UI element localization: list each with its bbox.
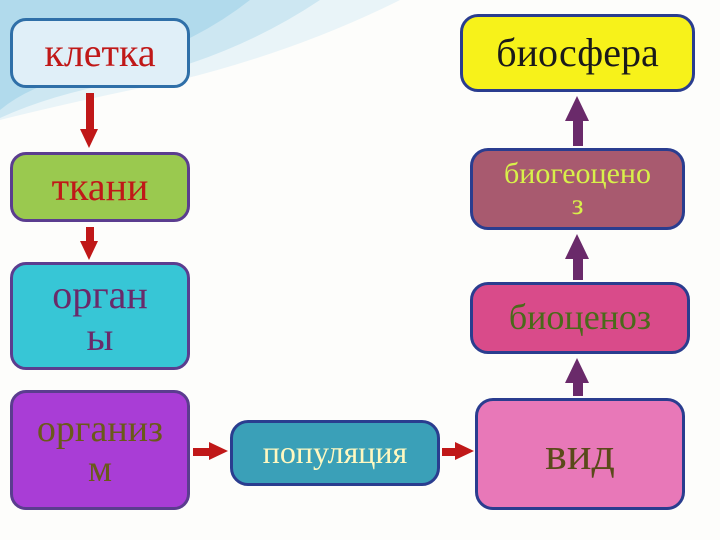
node-label: клетка <box>44 32 155 74</box>
node-label: популяция <box>263 436 408 470</box>
arrow-biocen-biogeo <box>570 234 586 280</box>
node-organs: орган ы <box>10 262 190 370</box>
node-tissues: ткани <box>10 152 190 222</box>
node-cell: клетка <box>10 18 190 88</box>
arrow-tissues-organs <box>84 227 96 260</box>
node-label: биогеоцено з <box>504 158 651 221</box>
node-label: организ м <box>37 410 163 490</box>
node-biocen: биоценоз <box>470 282 690 354</box>
arrow-biogeo-biosphere <box>570 96 586 146</box>
node-label: биоценоз <box>509 299 651 337</box>
node-label: вид <box>545 430 615 478</box>
arrow-cell-tissues <box>84 93 96 148</box>
node-biogeo: биогеоцено з <box>470 148 685 230</box>
arrow-species-biocen <box>570 358 586 396</box>
node-label: орган ы <box>52 274 148 358</box>
node-label: биосфера <box>496 32 658 74</box>
node-species: вид <box>475 398 685 510</box>
node-population: популяция <box>230 420 440 486</box>
node-biosphere: биосфера <box>460 14 695 92</box>
arrow-population-species <box>442 446 474 458</box>
node-label: ткани <box>52 166 149 208</box>
node-organism: организ м <box>10 390 190 510</box>
arrow-organism-population <box>193 446 228 458</box>
